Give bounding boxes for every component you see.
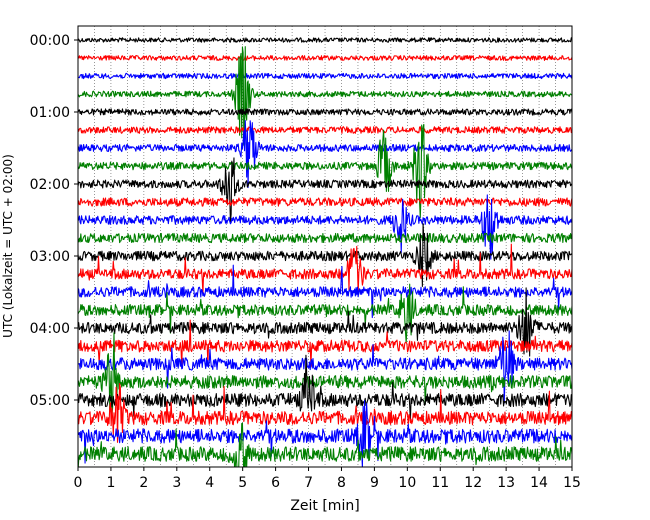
x-tick-label: 15 xyxy=(563,475,581,491)
trace-line xyxy=(78,37,572,43)
trace-line xyxy=(78,197,572,207)
trace-line xyxy=(78,46,572,146)
y-tick-label: 02:00 xyxy=(30,177,70,193)
x-tick-label: 6 xyxy=(271,475,280,491)
x-tick-label: 13 xyxy=(497,475,515,491)
x-tick-label: 12 xyxy=(464,475,482,491)
y-tick-label: 04:00 xyxy=(30,321,70,337)
x-tick-label: 9 xyxy=(370,475,379,491)
trace-line xyxy=(78,55,572,61)
y-axis-ticks: 00:00 01:00 02:00 03:00 04:00 05:00 xyxy=(30,33,78,409)
trace-line xyxy=(78,354,572,422)
x-tick-label: 5 xyxy=(238,475,247,491)
x-tick-label: 11 xyxy=(431,475,449,491)
trace-line xyxy=(78,243,572,295)
x-tick-label: 8 xyxy=(337,475,346,491)
trace-line xyxy=(78,400,572,467)
x-tick-label: 7 xyxy=(304,475,313,491)
trace-line xyxy=(78,223,572,287)
trace-line xyxy=(78,283,572,344)
y-tick-label: 05:00 xyxy=(30,393,70,409)
y-axis-label: UTC (Lokalzeit = UTC + 02:00) xyxy=(1,154,15,338)
y-tick-label: 00:00 xyxy=(30,33,70,49)
trace-line xyxy=(78,422,572,467)
trace-line xyxy=(78,287,572,357)
x-axis-label: Zeit [min] xyxy=(290,498,359,514)
trace-line xyxy=(78,123,572,219)
x-tick-label: 2 xyxy=(139,475,148,491)
x-axis-ticks: 0 1 2 3 4 5 6 7 8 9 10 11 12 13 14 15 xyxy=(74,467,581,491)
trace-line xyxy=(78,332,572,417)
trace-line xyxy=(78,383,572,443)
x-tick-label: 1 xyxy=(106,475,115,491)
x-tick-label: 14 xyxy=(530,475,548,491)
trace-line xyxy=(78,72,572,80)
trace-line xyxy=(78,157,572,223)
y-tick-label: 03:00 xyxy=(30,249,70,265)
x-tick-label: 10 xyxy=(398,475,416,491)
x-tick-label: 0 xyxy=(74,475,83,491)
trace-group xyxy=(78,37,572,467)
trace-line xyxy=(78,126,572,134)
trace-line xyxy=(78,319,572,368)
trace-line xyxy=(78,264,572,319)
trace-line xyxy=(78,330,572,404)
x-tick-label: 3 xyxy=(172,475,181,491)
trace-line xyxy=(78,232,572,244)
trace-line xyxy=(78,108,572,116)
x-tick-label: 4 xyxy=(205,475,214,491)
plot-frame xyxy=(77,25,573,468)
trace-line xyxy=(78,194,572,260)
trace-line xyxy=(78,120,572,189)
y-tick-label: 01:00 xyxy=(30,105,70,121)
